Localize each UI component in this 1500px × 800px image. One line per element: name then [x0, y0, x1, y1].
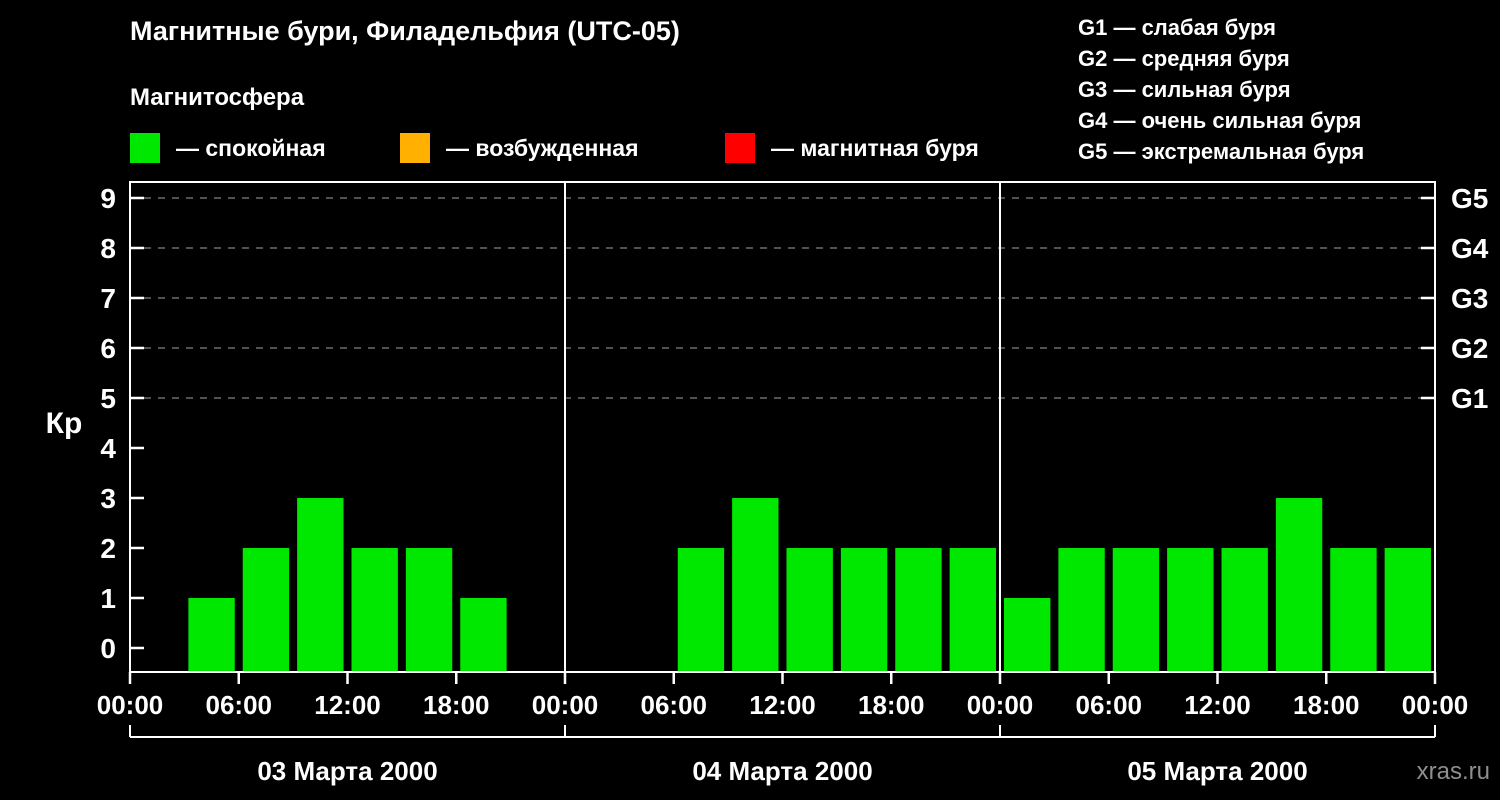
date-label: 04 Марта 2000 [692, 756, 872, 786]
x-tick-label: 12:00 [314, 690, 381, 720]
y-tick-label: 6 [100, 333, 116, 364]
x-tick-label: 06:00 [641, 690, 708, 720]
legend-label-excited: — возбужденная [446, 134, 639, 161]
legend-label-storm: — магнитная буря [771, 134, 979, 161]
kp-bar [895, 548, 942, 672]
x-tick-label: 00:00 [97, 690, 164, 720]
g-legend-line-g4: G4 — очень сильная буря [1078, 108, 1362, 133]
x-tick-label: 12:00 [1184, 690, 1251, 720]
y-tick-label: 0 [100, 633, 116, 664]
x-tick-label: 06:00 [206, 690, 273, 720]
page-title: Магнитные бури, Филадельфия (UTC-05) [130, 16, 680, 46]
g-tick-label: G1 [1451, 383, 1488, 414]
g-scale-legend: G1 — слабая буря G2 — средняя буря G3 — … [1078, 12, 1364, 167]
date-label: 03 Марта 2000 [257, 756, 437, 786]
kp-bar [297, 498, 344, 672]
kp-bar [460, 598, 507, 672]
kp-bar [1275, 498, 1323, 672]
kp-bar [1221, 548, 1268, 672]
y-tick-label: 8 [100, 233, 116, 264]
date-label: 05 Марта 2000 [1127, 756, 1307, 786]
kp-bar [949, 548, 996, 672]
g-legend-line-g2: G2 — средняя буря [1078, 46, 1290, 71]
g-tick-label: G2 [1451, 333, 1488, 364]
kp-bar [786, 548, 833, 672]
x-tick-label: 00:00 [1402, 690, 1469, 720]
y-tick-label: 7 [100, 283, 116, 314]
legend-label-quiet: — спокойная [176, 134, 326, 161]
excited-color-swatch [400, 133, 430, 163]
g-legend-line-g3: G3 — сильная буря [1078, 77, 1291, 102]
g-tick-label: G5 [1451, 183, 1488, 214]
y-tick-label: 4 [100, 433, 116, 464]
g-legend-line-g1: G1 — слабая буря [1078, 15, 1277, 40]
kp-bar [1167, 548, 1214, 672]
kp-bar [1330, 548, 1377, 672]
x-tick-label: 18:00 [858, 690, 925, 720]
x-tick-label: 18:00 [423, 690, 490, 720]
kp-bar [1004, 598, 1051, 672]
g-legend-line-g5: G5 — экстремальная буря [1078, 139, 1365, 164]
legend-item-quiet: — спокойная [130, 133, 326, 163]
kp-bar [840, 548, 888, 672]
x-tick-label: 00:00 [532, 690, 599, 720]
y-tick-label: 1 [100, 583, 116, 614]
legend-item-excited: — возбужденная [400, 133, 639, 163]
x-tick-label: 06:00 [1076, 690, 1143, 720]
kp-bar [405, 548, 453, 672]
kp-bar [732, 498, 779, 672]
x-tick-label: 18:00 [1293, 690, 1360, 720]
kp-bar [351, 548, 398, 672]
kp-bar [188, 598, 235, 672]
y-axis-label: Кр [46, 407, 83, 440]
kp-bar [677, 548, 725, 672]
y-tick-label: 3 [100, 483, 116, 514]
kp-bar [1058, 548, 1105, 672]
kp-bar [242, 548, 290, 672]
legend-item-storm: — магнитная буря [725, 133, 979, 163]
x-tick-label: 00:00 [967, 690, 1034, 720]
g-tick-label: G4 [1451, 233, 1489, 264]
g-tick-label: G3 [1451, 283, 1488, 314]
kp-bar [1384, 548, 1431, 672]
watermark: xras.ru [1416, 758, 1490, 785]
y-tick-label: 5 [100, 383, 116, 414]
quiet-color-swatch [130, 133, 160, 163]
kp-bar [1112, 548, 1160, 672]
storm-color-swatch [725, 133, 755, 163]
x-tick-label: 12:00 [749, 690, 816, 720]
y-tick-label: 9 [100, 183, 116, 214]
magnetosphere-subtitle: Магнитосфера [130, 84, 305, 111]
y-tick-label: 2 [100, 533, 116, 564]
